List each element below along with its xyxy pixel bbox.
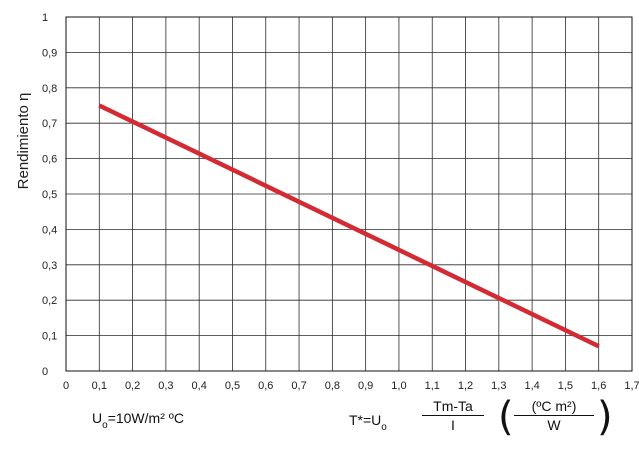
x-tick-label: 0,4: [192, 380, 207, 392]
x-tick-label: 1,7: [624, 380, 639, 392]
x-tick-label: 1,2: [458, 380, 473, 392]
y-axis-label: Rendimiento η: [15, 93, 32, 190]
fraction-denominator: I: [451, 417, 455, 433]
y-tick-label: 0,2: [42, 295, 57, 307]
x-tick-label: 0,5: [225, 380, 240, 392]
y-tick-label: 0: [42, 366, 48, 378]
y-tick-label: 0,8: [42, 83, 57, 95]
y-tick-label: 0,7: [42, 118, 57, 130]
series-group: [98, 103, 600, 349]
fraction-numerator: Tm-Ta: [422, 398, 484, 416]
x-tick-label: 0,6: [258, 380, 273, 392]
y-tick-label: 0,3: [42, 260, 57, 272]
unit-fraction: (ºC m²) W: [514, 398, 594, 433]
x-tick-label: 1,4: [524, 380, 539, 392]
x-tick-label: 0: [63, 380, 69, 392]
y-tick-label: 0,9: [42, 47, 57, 59]
y-tick-label: 0,5: [42, 189, 57, 201]
plot-frame: [65, 16, 633, 372]
x-tick-label: 0,9: [358, 380, 373, 392]
x-tick-label: 1,1: [425, 380, 440, 392]
y-tick-label: 0,1: [42, 331, 57, 343]
x-tick-label: 1,5: [558, 380, 573, 392]
x-tick-label: 0,7: [291, 380, 306, 392]
formula-t-star: T*=U: [349, 412, 382, 428]
y-tick-label: 0,4: [42, 224, 57, 236]
x-tick-label: 0,8: [325, 380, 340, 392]
x-tick-label: 1,3: [491, 380, 506, 392]
formula-fraction: Tm-Ta I: [422, 398, 484, 433]
efficiency-line: [98, 103, 600, 349]
unit-denominator: W: [547, 417, 561, 433]
paren-close: ): [597, 394, 613, 440]
u0-annotation: Uo=10W/m² ºC: [92, 410, 184, 431]
x-tick-label: 1,0: [391, 380, 406, 392]
x-tick-label: 1,6: [591, 380, 606, 392]
formula-subscript: o: [381, 422, 387, 433]
y-axis-ticks: 0 0,1 0,2 0,3 0,4 0,5 0,6 0,7 0,8 0,9 1: [42, 12, 57, 378]
u0-subscript: o: [102, 420, 108, 431]
x-tick-label: 0,2: [125, 380, 140, 392]
y-tick-label: 0,6: [42, 154, 57, 166]
x-tick-label: 0,3: [158, 380, 173, 392]
unit-numerator: (ºC m²): [514, 398, 594, 416]
chart-grid: [65, 16, 633, 372]
x-axis-ticks: 0 0,1 0,2 0,3 0,4 0,5 0,6 0,7 0,8 0,9 1,0 1,1 1,2 1,3…: [63, 380, 639, 392]
paren-open: (: [498, 394, 514, 440]
plot-border: [65, 16, 633, 372]
u0-value: =10W/m² ºC: [107, 410, 184, 426]
u0-u: U: [92, 410, 103, 426]
x-tick-label: 0,1: [92, 380, 107, 392]
y-tick-label: 1: [42, 12, 48, 24]
formula-prefix: T*=Uo: [349, 412, 387, 433]
